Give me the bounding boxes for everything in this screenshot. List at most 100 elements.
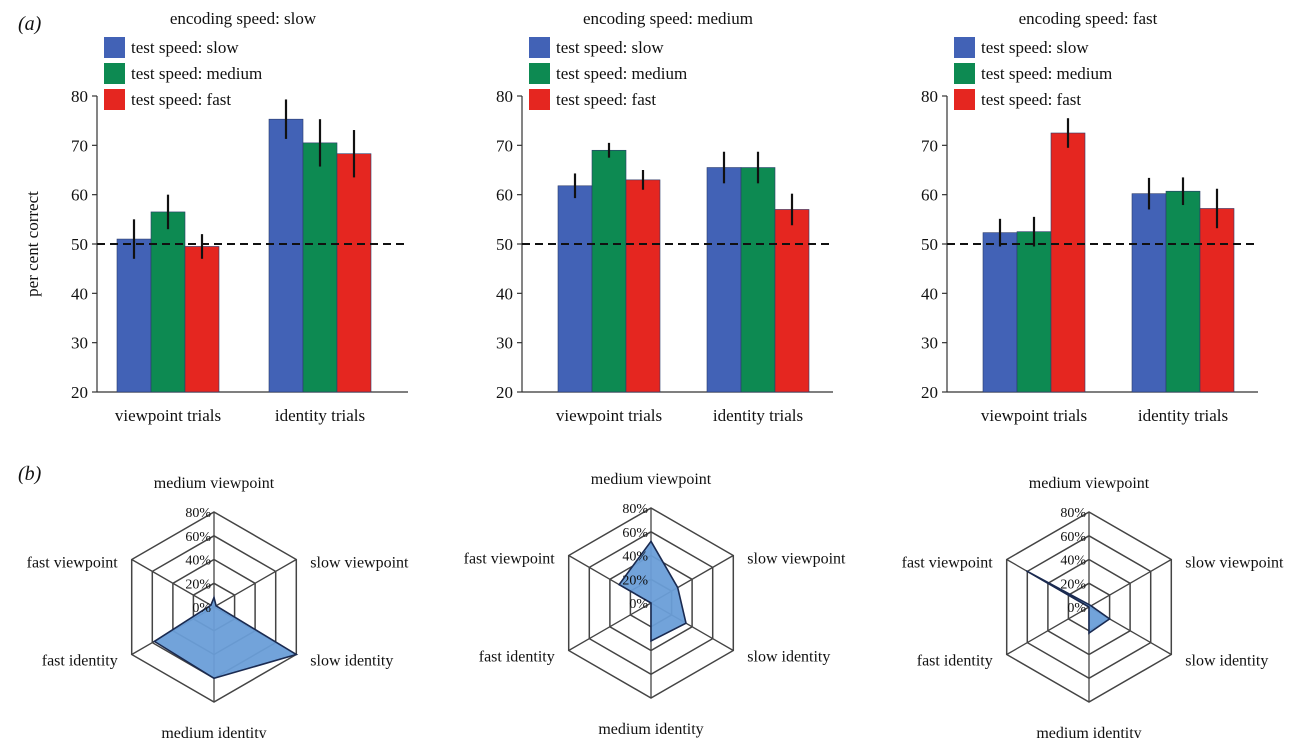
legend-label: test speed: slow	[556, 38, 664, 57]
radar-chart-1: 0% 20% 40% 60% 80% medium viewpoint slow viewp…	[27, 475, 409, 738]
y-tick-label: 60	[921, 186, 938, 205]
radar-tick-label: 60%	[185, 530, 211, 545]
legend-swatch	[529, 37, 550, 58]
x-tick-label: identity trials	[713, 406, 803, 425]
y-tick-label: 30	[71, 334, 88, 353]
bar	[774, 209, 810, 393]
y-tick-label: 50	[496, 235, 513, 254]
bar-chart-2: encoding speed: medium 20 30 40 50 60 70 80 view…	[496, 9, 833, 425]
x-tick-label: viewpoint trials	[981, 406, 1087, 425]
bar	[150, 211, 186, 393]
radar-data-area	[617, 539, 687, 643]
y-axis-label: per cent correct	[23, 191, 42, 297]
radar-spoke	[131, 558, 215, 608]
bar	[557, 185, 593, 393]
y-tick-label: 40	[921, 284, 938, 303]
y-tick-label: 80	[71, 87, 88, 106]
x-tick-label: identity trials	[1138, 406, 1228, 425]
y-tick-label: 60	[496, 186, 513, 205]
legend-swatch	[529, 89, 550, 110]
legend-label: test speed: slow	[981, 38, 1089, 57]
y-tick-label: 30	[496, 334, 513, 353]
y-tick-label: 60	[71, 186, 88, 205]
radar-tick-label: 0%	[192, 601, 211, 616]
radar-chart-2: 0% 20% 40% 60% 80% medium viewpoint slow viewp…	[464, 471, 846, 738]
bar	[184, 246, 220, 393]
radar-axis-label: fast identity	[917, 653, 993, 670]
radar-tick-label: 60%	[1060, 530, 1086, 545]
bar-chart-1: encoding speed: slow 20 30 40 50 60 70 80 per ce…	[23, 9, 408, 425]
bar	[116, 238, 152, 393]
radar-spoke	[1088, 558, 1172, 608]
radar-axis-label: medium viewpoint	[1029, 475, 1150, 492]
bar	[1050, 132, 1086, 393]
radar-tick-label: 80%	[1060, 506, 1086, 521]
x-tick-label: identity trials	[275, 406, 365, 425]
radar-tick-label: 40%	[1060, 554, 1086, 569]
radar-chart-3: 0% 20% 40% 60% 80% medium viewpoint slow viewp…	[902, 475, 1284, 738]
legend-swatch	[954, 89, 975, 110]
radar-axis-label: fast identity	[42, 653, 118, 670]
bar	[982, 232, 1018, 393]
bar-panels: encoding speed: slow 20 30 40 50 60 70 80 per ce…	[23, 9, 1258, 425]
y-tick-label: 20	[496, 383, 513, 402]
radar-axis-label: medium identity	[161, 725, 266, 738]
radar-tick-label: 20%	[185, 577, 211, 592]
radar-axis-label: fast viewpoint	[464, 551, 556, 568]
radar-spoke	[1006, 606, 1090, 656]
radar-tick-label: 60%	[622, 526, 648, 541]
radar-tick-label: 80%	[622, 502, 648, 517]
legend-label: test speed: fast	[981, 90, 1081, 109]
radar-axis-label: fast viewpoint	[27, 555, 119, 572]
legend-label: test speed: slow	[131, 38, 239, 57]
radar-axis-label: medium viewpoint	[154, 475, 275, 492]
y-tick-label: 50	[921, 235, 938, 254]
radar-axis-label: medium identity	[598, 721, 703, 738]
legend-swatch	[104, 63, 125, 84]
legend-label: test speed: medium	[556, 64, 687, 83]
radar-tick-label: 40%	[622, 550, 648, 565]
bar	[1131, 193, 1167, 393]
radar-tick-label: 0%	[629, 597, 648, 612]
panel-label-b: (b)	[18, 463, 42, 485]
x-tick-label: viewpoint trials	[556, 406, 662, 425]
y-tick-label: 20	[71, 383, 88, 402]
radar-tick-label: 20%	[622, 573, 648, 588]
chart-title: encoding speed: slow	[170, 9, 317, 28]
legend-swatch	[954, 63, 975, 84]
radar-axis-label: medium identity	[1036, 725, 1141, 738]
radar-tick-label: 20%	[1060, 577, 1086, 592]
radar-tick-label: 80%	[185, 506, 211, 521]
bar	[336, 153, 372, 393]
x-tick-label: viewpoint trials	[115, 406, 221, 425]
legend-swatch	[954, 37, 975, 58]
chart-title: encoding speed: fast	[1019, 9, 1158, 28]
radar-axis-label: fast identity	[479, 649, 555, 666]
bar	[740, 167, 776, 393]
legend-swatch	[104, 37, 125, 58]
radar-axis-label: medium viewpoint	[591, 471, 712, 488]
legend-label: test speed: medium	[981, 64, 1112, 83]
radar-tick-label: 40%	[185, 554, 211, 569]
radar-axis-label: slow viewpoint	[1185, 555, 1284, 572]
y-tick-label: 40	[71, 284, 88, 303]
radar-axis-label: slow identity	[1185, 653, 1268, 670]
legend-label: test speed: fast	[556, 90, 656, 109]
radar-data-area	[1025, 570, 1111, 635]
y-tick-label: 20	[921, 383, 938, 402]
bar	[625, 179, 661, 393]
bar	[1199, 208, 1235, 393]
bar	[1165, 190, 1201, 393]
y-tick-label: 80	[496, 87, 513, 106]
chart-title: encoding speed: medium	[583, 9, 753, 28]
bar	[1016, 231, 1052, 393]
radar-spoke	[213, 558, 297, 608]
radar-axis-label: slow identity	[747, 649, 830, 666]
radar-tick-label: 0%	[1067, 601, 1086, 616]
bar	[591, 149, 627, 393]
radar-axis-label: fast viewpoint	[902, 555, 994, 572]
radar-axis-label: slow viewpoint	[747, 551, 846, 568]
radar-panels: 0% 20% 40% 60% 80% medium viewpoint slow viewp…	[27, 471, 1284, 738]
y-tick-label: 40	[496, 284, 513, 303]
radar-data-area	[152, 594, 299, 680]
